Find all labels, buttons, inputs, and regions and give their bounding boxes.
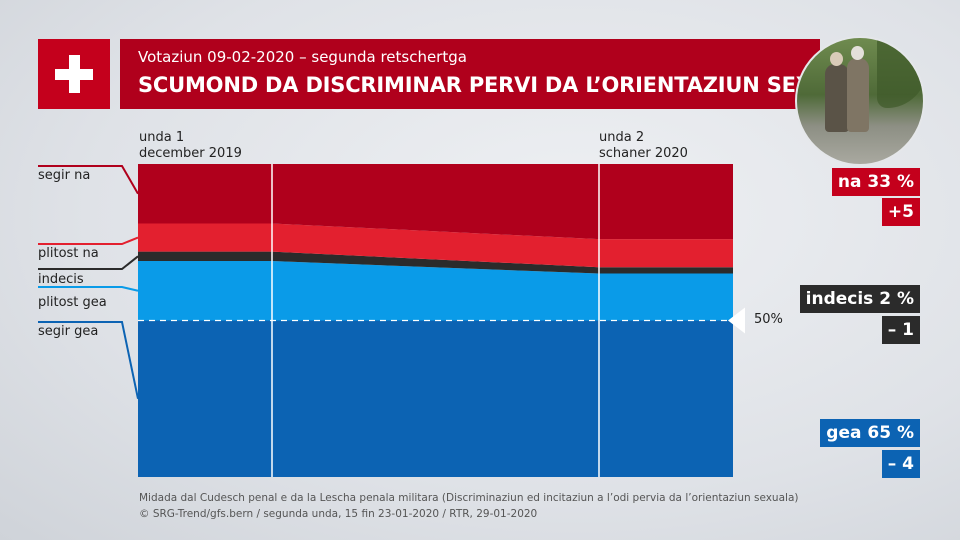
label-segir-gea: segir gea xyxy=(38,324,99,339)
area-plitost-na xyxy=(138,223,733,268)
fifty-percent-label: 50% xyxy=(754,312,783,327)
wave-1-name: unda 1 xyxy=(139,130,185,145)
connector-plitost-gea xyxy=(38,286,139,292)
area-plitost-gea xyxy=(138,261,733,321)
header-banner: Votaziun 09-02-2020 – segunda retschertg… xyxy=(120,39,873,109)
connector-plitost-na xyxy=(38,236,139,245)
footer-description: Midada dal Cudesch penal e da la Lescha … xyxy=(139,492,799,504)
result-na-badge: na 33 % xyxy=(831,168,920,196)
wave-2-label: unda 2 schaner 2020 xyxy=(599,130,688,162)
wave-2-name: unda 2 xyxy=(599,130,645,145)
connector-segir-na xyxy=(38,165,139,195)
wave-1-label: unda 1 december 2019 xyxy=(139,130,242,162)
fifty-percent-marker xyxy=(728,307,745,334)
result-gea-change: – 4 xyxy=(881,450,920,478)
wave-1-date: december 2019 xyxy=(139,146,242,161)
header-title: SCUMOND DA DISCRIMINAR PERVI DA L’ORIENT… xyxy=(138,73,874,97)
wave-2-date: schaner 2020 xyxy=(599,146,688,161)
swiss-flag-logo xyxy=(38,39,110,109)
label-plitost-gea: plitost gea xyxy=(38,295,107,310)
label-indecis: indecis xyxy=(38,272,84,287)
connector-indecis xyxy=(38,255,139,270)
result-na-change: +5 xyxy=(881,198,920,226)
header-subtitle: Votaziun 09-02-2020 – segunda retschertg… xyxy=(138,48,467,66)
label-segir-na: segir na xyxy=(38,168,91,183)
photo-elderly-couple xyxy=(795,36,925,166)
result-indecis-badge: indecis 2 % xyxy=(799,285,920,313)
area-segir-gea xyxy=(138,320,733,477)
area-segir-na xyxy=(138,164,733,240)
area-indecis xyxy=(138,251,733,274)
label-plitost-na: plitost na xyxy=(38,246,99,261)
connector-segir-gea xyxy=(38,321,139,399)
footer-source: © SRG-Trend/gfs.bern / segunda unda, 15 … xyxy=(139,508,538,520)
result-indecis-change: – 1 xyxy=(881,316,920,344)
result-gea-badge: gea 65 % xyxy=(820,419,920,447)
